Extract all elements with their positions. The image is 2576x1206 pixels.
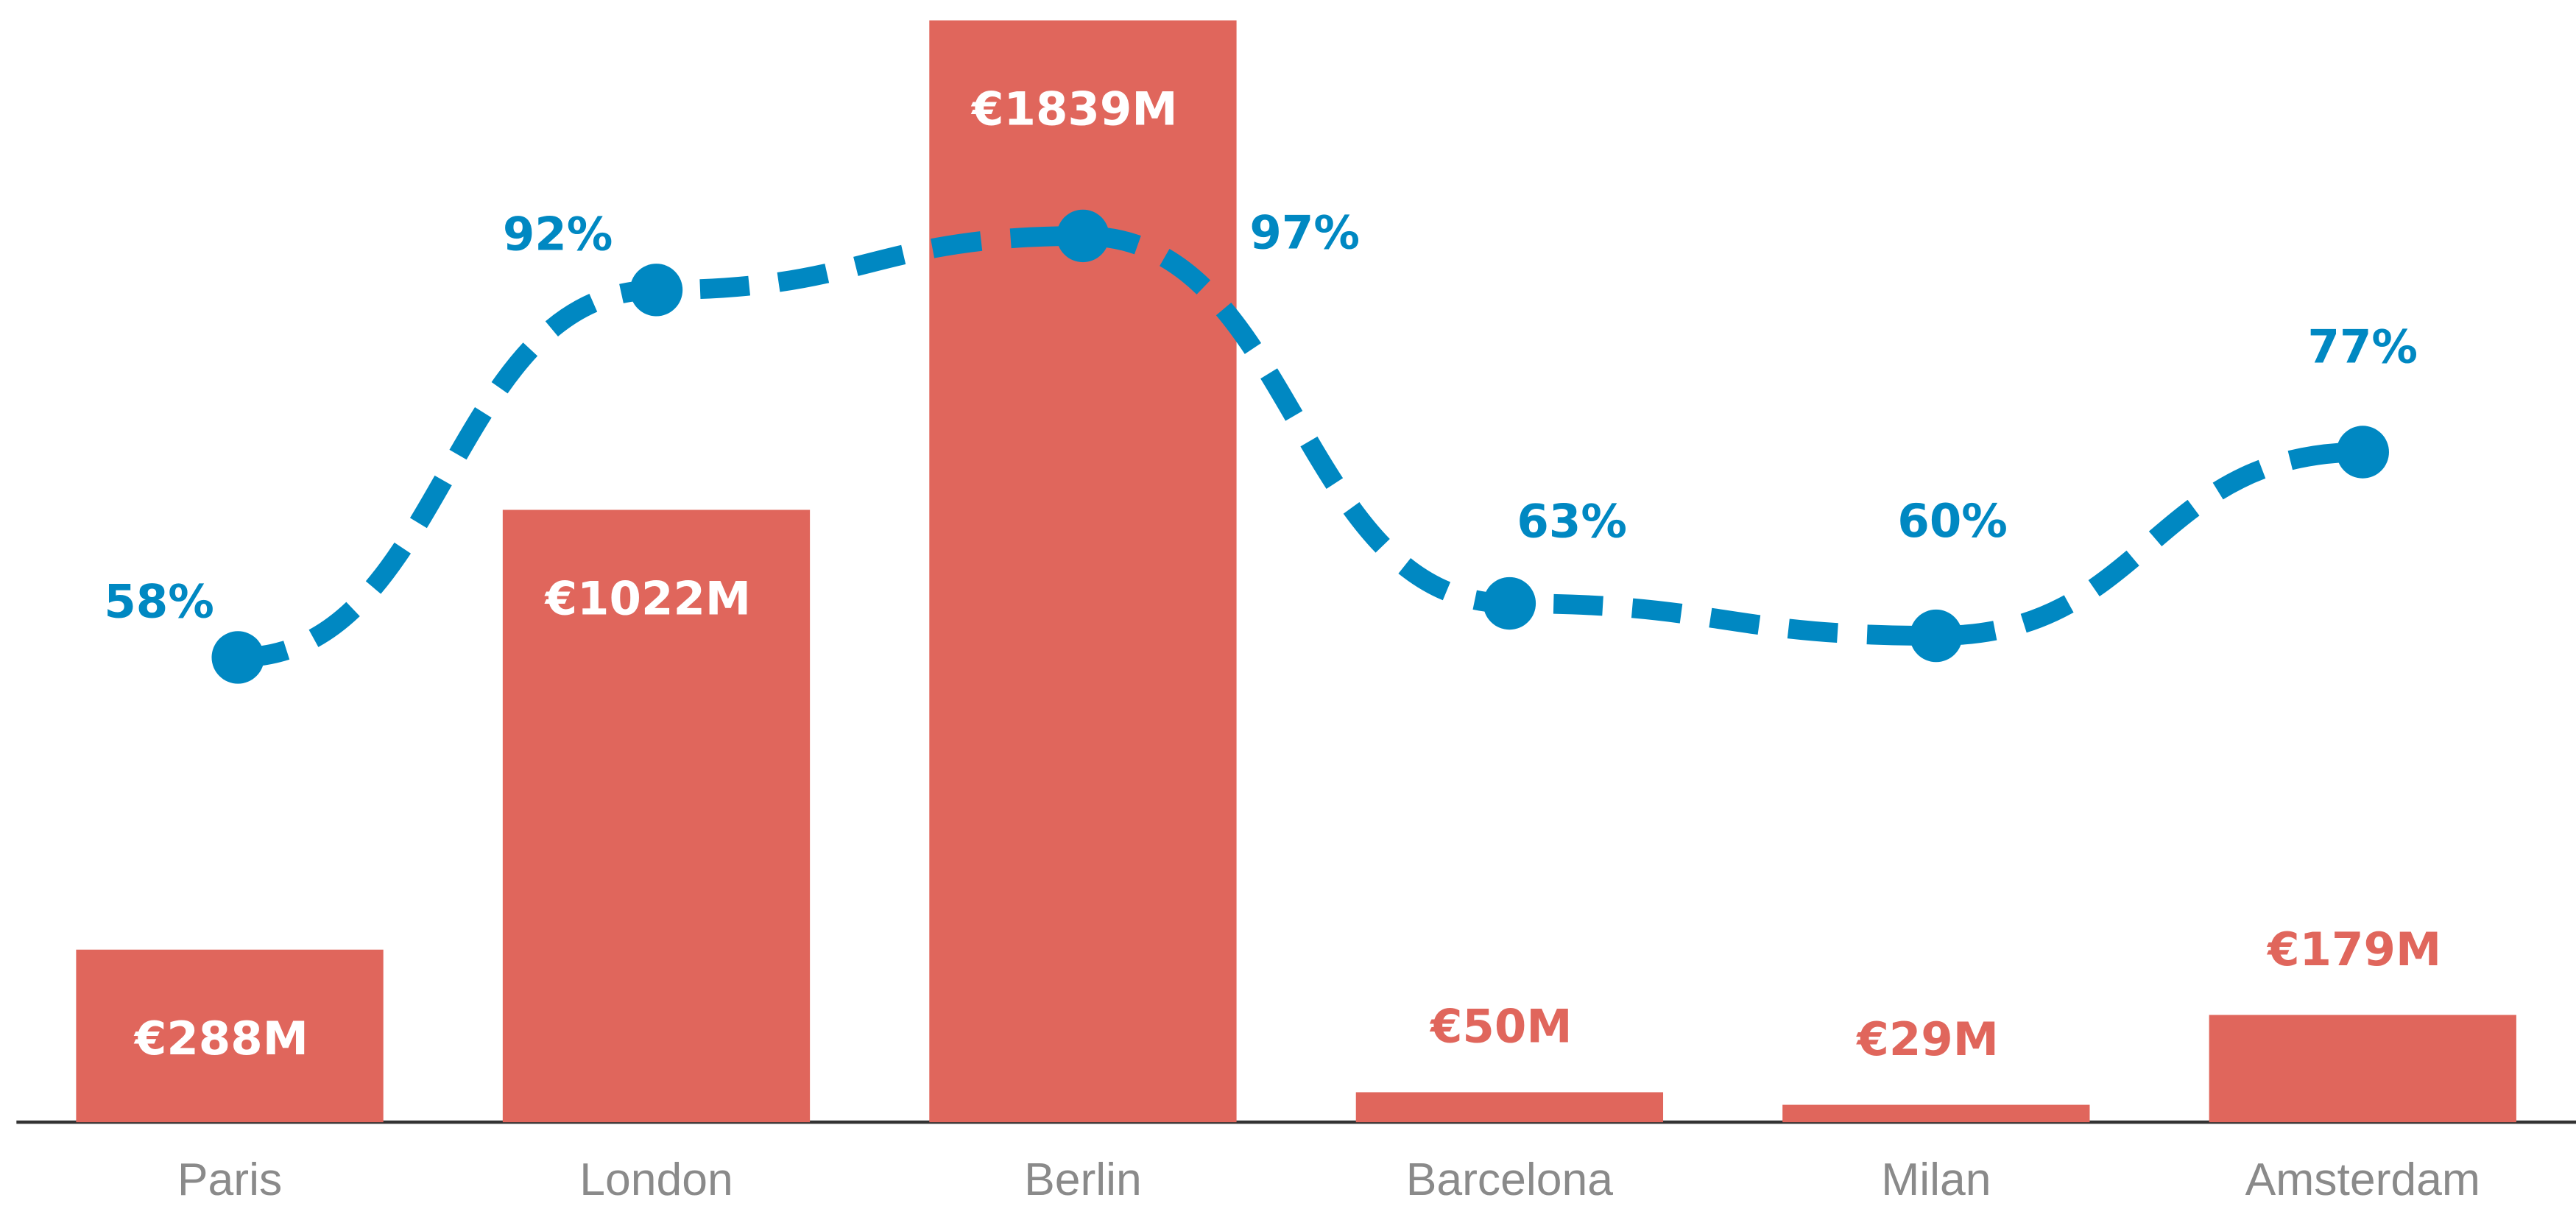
bar-value-label: €1839M	[970, 82, 1178, 136]
line-value-label: 97%	[1249, 205, 1360, 259]
line-point	[1910, 609, 1963, 663]
line-value-label: 60%	[1897, 494, 2008, 548]
bar	[2209, 1015, 2516, 1123]
x-tick-label: Amsterdam	[2245, 1154, 2480, 1205]
line-point	[1483, 576, 1536, 630]
bar-value-label: €50M	[1429, 1000, 1573, 1054]
bar-value-label: €288M	[133, 1012, 308, 1065]
x-tick-label: London	[579, 1154, 733, 1205]
line-point	[1056, 209, 1109, 263]
line-value-label: 63%	[1517, 494, 1627, 548]
line-value-label: 77%	[2308, 320, 2418, 374]
bar-value-label: €1022M	[544, 572, 752, 626]
bar	[1355, 1092, 1664, 1123]
x-tick-label: Paris	[177, 1154, 282, 1205]
x-tick-label: Milan	[1881, 1154, 1991, 1205]
line-value-label: 92%	[503, 207, 613, 261]
bar-value-label: €29M	[1855, 1012, 1999, 1066]
line	[238, 226, 2363, 668]
line-point	[2336, 426, 2389, 479]
line-point	[629, 264, 683, 317]
bar	[76, 949, 384, 1123]
x-tick-label: Berlin	[1024, 1154, 1142, 1205]
line-value-label: 58%	[104, 575, 214, 629]
x-tick-label: Barcelona	[1406, 1154, 1614, 1205]
bar	[1782, 1104, 2090, 1123]
bar-value-label: €179M	[2266, 923, 2441, 976]
line-point	[211, 631, 264, 684]
bar	[929, 20, 1237, 1123]
bar	[502, 509, 811, 1123]
